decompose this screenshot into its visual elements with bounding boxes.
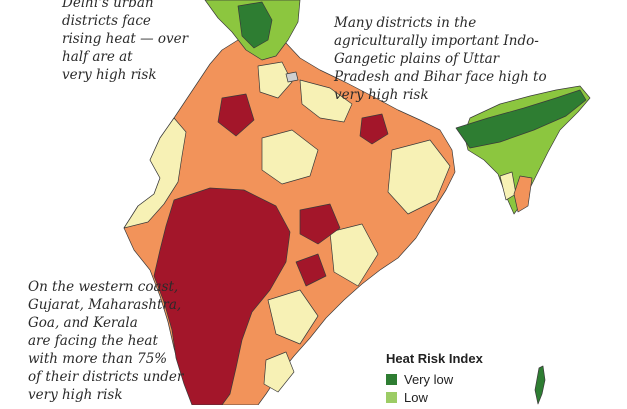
annotation-line: rising heat — over	[62, 31, 189, 47]
annotation-line: Pradesh and Bihar face high to	[334, 69, 547, 85]
annotation-line: Delhi's urban	[62, 0, 154, 11]
region-no-data	[285, 71, 299, 83]
region-central-red	[299, 203, 341, 245]
legend-label: Low	[404, 389, 428, 405]
annotation-line: very high risk	[334, 87, 429, 103]
legend-title: Heat Risk Index	[386, 351, 483, 366]
andaman-islands	[534, 365, 546, 405]
region-gangetic-yellow	[299, 79, 353, 123]
region-western-coast	[153, 187, 291, 406]
annotation-line: Goa, and Kerala	[28, 315, 138, 331]
annotation-line: districts face	[62, 13, 151, 29]
annotation-line: Many districts in the	[334, 15, 477, 31]
annotation-line: very high risk	[28, 387, 123, 403]
annotation-line: very high risk	[62, 67, 157, 83]
annotation-line: Gujarat, Maharashtra,	[28, 297, 182, 313]
legend-swatch	[386, 373, 397, 385]
annotation-line: half are at	[62, 49, 133, 65]
annotation-line: with more than 75%	[28, 351, 168, 367]
region-central-yellow	[261, 129, 319, 185]
region-south-yellow	[267, 289, 319, 345]
region-tn-yellow	[263, 351, 295, 393]
annotation-line: are facing the heat	[28, 333, 158, 349]
region-north-darkgreen	[237, 1, 273, 49]
region-southeast-yellow	[329, 223, 379, 287]
region-northwest-red	[217, 93, 255, 137]
region-northeast-darkgreen	[455, 89, 587, 149]
region-north-yellow	[257, 61, 293, 99]
region-ne-orange	[513, 175, 533, 213]
annotation-line: agriculturally important Indo-	[334, 33, 539, 49]
annotation-delhi: Delhi's urban districts face rising heat…	[62, 0, 188, 84]
region-southeast-red	[295, 253, 327, 287]
annotation-western-coast: On the western coast, Gujarat, Maharasht…	[28, 278, 183, 404]
region-bihar-red	[359, 113, 389, 145]
region-rajasthan-west	[123, 117, 187, 229]
annotation-line: of their districts under	[28, 369, 184, 385]
annotation-gangetic-plains: Many districts in the agriculturally imp…	[334, 14, 547, 104]
legend-label: Very low	[404, 371, 454, 387]
legend-swatch	[386, 391, 397, 403]
region-east-yellow	[387, 139, 451, 215]
legend-item-low: Low	[386, 389, 483, 405]
annotation-line: On the western coast,	[28, 279, 179, 295]
legend: Heat Risk Index Very low Low	[386, 351, 483, 408]
annotation-line: Gangetic plains of Uttar	[334, 51, 500, 67]
legend-item-very-low: Very low	[386, 371, 483, 387]
